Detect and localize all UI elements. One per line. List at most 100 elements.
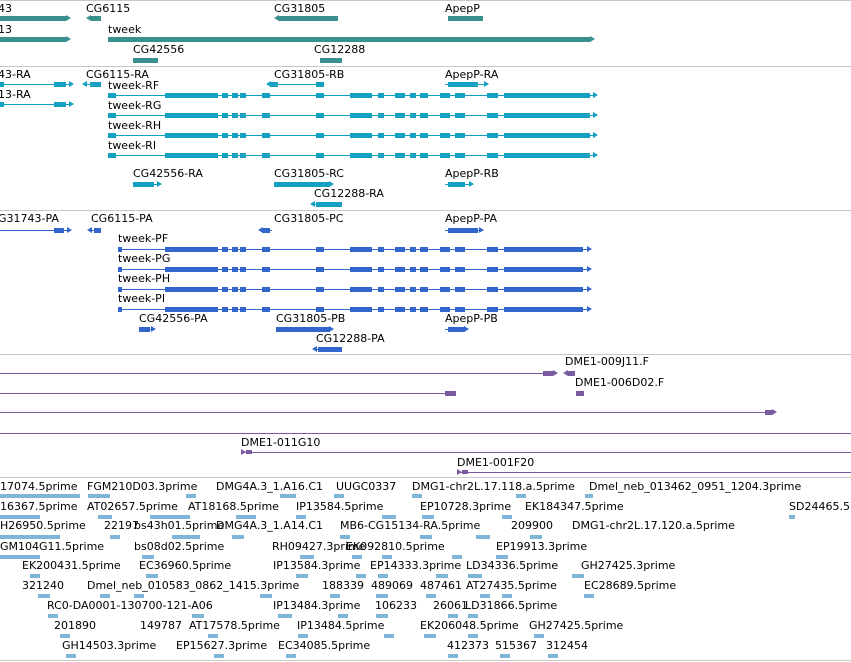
exon-block[interactable] [410,93,416,98]
exon-block[interactable] [94,228,101,233]
est-mark[interactable] [110,535,120,539]
exon-block[interactable] [240,93,246,98]
est-mark[interactable] [376,614,388,618]
est-mark[interactable] [134,594,144,598]
est-label[interactable]: DMG1-chr2L.17.118.a.5prime [412,480,575,493]
exon-block[interactable] [139,327,150,332]
clone-end[interactable] [543,371,553,376]
exon-block[interactable] [395,267,405,272]
exon-block[interactable] [378,133,384,138]
exon-block[interactable] [410,133,416,138]
exon-block[interactable] [232,93,238,98]
est-label[interactable]: EP10728.3prime [420,500,512,513]
feature-label[interactable]: CG12288-PA [316,332,385,345]
gene-bar[interactable] [279,16,338,21]
est-label[interactable]: EC36960.5prime [139,559,232,572]
est-label[interactable]: IP13484.5prime [297,619,385,632]
exon-block[interactable] [0,82,4,87]
exon-block[interactable] [448,327,465,332]
exon-block[interactable] [262,228,270,233]
exon-block[interactable] [316,287,324,292]
est-mark[interactable] [0,515,40,519]
feature-label[interactable]: CG31805-PC [274,212,344,225]
exon-block[interactable] [350,113,372,118]
est-mark[interactable] [376,594,388,598]
exon-block[interactable] [54,102,66,107]
exon-block[interactable] [222,133,228,138]
gene-label[interactable]: CG12288 [314,43,366,56]
est-mark[interactable] [66,654,76,658]
exon-block[interactable] [262,133,270,138]
feature-label[interactable]: ApepP-PA [445,212,498,225]
est-label[interactable]: RH09427.3prime [272,540,366,553]
feature-label[interactable]: tweek-RG [108,99,162,112]
feature-label[interactable]: CG6115-PA [91,212,153,225]
feature-label[interactable]: ApepP-RA [445,68,499,81]
est-label[interactable]: 17074.5prime [0,480,78,493]
exon-block[interactable] [410,307,416,312]
exon-block[interactable] [448,182,465,187]
est-mark[interactable] [516,494,526,498]
exon-block[interactable] [350,247,372,252]
est-label[interactable]: EK184347.5prime [525,500,624,513]
est-label[interactable]: 106233 [375,599,417,612]
exon-block[interactable] [350,133,372,138]
est-mark[interactable] [378,574,388,578]
est-mark[interactable] [172,535,200,539]
est-mark[interactable] [98,515,112,519]
exon-block[interactable] [165,113,218,118]
exon-block[interactable] [316,93,324,98]
est-label[interactable]: RC0-DA0001-130700-121-A06 [47,599,213,612]
est-label[interactable]: bs08d02.5prime [134,540,225,553]
exon-block[interactable] [133,182,154,187]
exon-block[interactable] [455,307,465,312]
exon-block[interactable] [420,307,428,312]
exon-block[interactable] [395,247,405,252]
exon-block[interactable] [350,267,372,272]
est-label[interactable]: 149787 [140,619,182,632]
feature-label[interactable]: CG31805-RB [274,68,345,81]
exon-block[interactable] [440,307,450,312]
exon-block[interactable] [440,93,450,98]
exon-block[interactable] [378,307,384,312]
exon-block[interactable] [262,153,270,158]
exon-block[interactable] [440,133,450,138]
est-label[interactable]: GH27425.3prime [581,559,676,572]
exon-block[interactable] [316,267,324,272]
clone-end[interactable] [568,371,575,376]
est-label[interactable]: LD31866.5prime [465,599,558,612]
est-mark[interactable] [0,555,40,559]
est-mark[interactable] [236,515,256,519]
feature-label[interactable]: CG12288-RA [314,187,384,200]
exon-block[interactable] [455,113,465,118]
exon-block[interactable] [420,287,428,292]
exon-block[interactable] [222,307,228,312]
feature-label[interactable]: tweek-RF [108,79,160,92]
gene-label[interactable]: CG31805 [274,2,326,15]
gene-bar[interactable] [133,58,158,63]
exon-block[interactable] [420,133,428,138]
exon-block[interactable] [504,93,590,98]
feature-label[interactable]: tweek-PG [118,252,171,265]
exon-block[interactable] [232,307,238,312]
exon-block[interactable] [504,113,590,118]
est-mark[interactable] [424,634,436,638]
exon-block[interactable] [118,247,122,252]
est-label[interactable]: UUGC0337 [336,480,397,493]
exon-block[interactable] [395,113,405,118]
exon-block[interactable] [276,327,330,332]
gene-label[interactable]: ApepP [445,2,480,15]
exon-block[interactable] [222,113,228,118]
exon-block[interactable] [350,93,372,98]
est-mark[interactable] [142,555,154,559]
exon-block[interactable] [440,287,450,292]
exon-block[interactable] [108,93,116,98]
est-mark[interactable] [330,594,340,598]
feature-label[interactable]: tweek-PI [118,292,166,305]
est-label[interactable]: 489069 [371,579,413,592]
est-mark[interactable] [382,555,392,559]
exon-block[interactable] [350,307,372,312]
est-mark[interactable] [468,634,478,638]
exon-block[interactable] [262,113,270,118]
exon-block[interactable] [455,133,465,138]
